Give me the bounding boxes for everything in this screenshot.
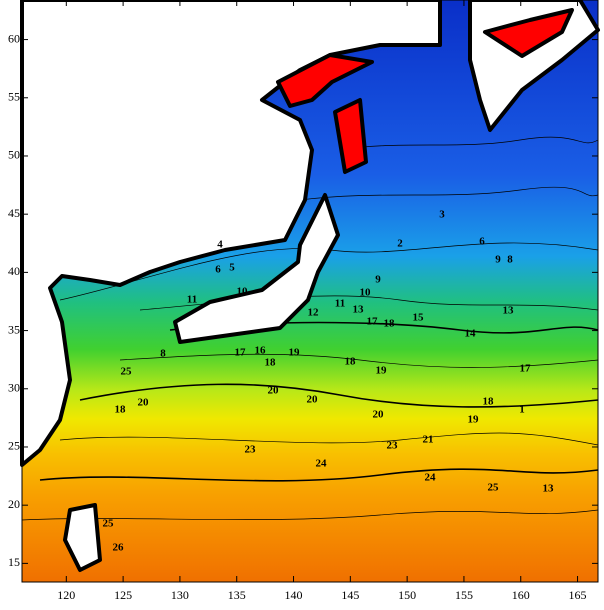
x-tick-label: 145 <box>341 588 359 602</box>
contour-label: 11 <box>187 294 197 306</box>
x-tick-label: 120 <box>57 588 75 602</box>
contour-label: 17 <box>367 316 379 328</box>
contour-label: 24 <box>425 472 437 484</box>
y-tick-label: 30 <box>8 381 20 395</box>
contour-label: 20 <box>307 394 319 406</box>
contour-label: 16 <box>255 345 267 357</box>
contour-label: 19 <box>376 365 388 377</box>
contour-label: 25 <box>103 518 115 530</box>
y-tick-label: 35 <box>8 322 20 336</box>
contour-label: 3 <box>439 209 445 221</box>
y-tick-label: 20 <box>8 497 20 511</box>
contour-label: 8 <box>507 254 513 266</box>
contour-label: 6 <box>479 236 485 248</box>
x-tick-label: 130 <box>171 588 189 602</box>
y-tick-label: 45 <box>8 206 20 220</box>
contour-label: 11 <box>335 298 345 310</box>
y-tick-label: 55 <box>8 90 20 104</box>
contour-label: 8 <box>160 348 166 360</box>
contour-label: 15 <box>413 312 425 324</box>
y-tick-label: 15 <box>8 555 20 569</box>
contour-label: 21 <box>423 434 434 446</box>
contour-label: 18 <box>384 318 396 330</box>
x-tick-label: 135 <box>228 588 246 602</box>
y-tick-label: 50 <box>8 148 20 162</box>
contour-label: 1 <box>519 404 525 416</box>
contour-label: 18 <box>115 404 127 416</box>
contour-label: 10 <box>237 286 249 298</box>
y-tick-label: 25 <box>8 439 20 453</box>
contour-label: 2 <box>397 238 403 250</box>
x-tick-label: 160 <box>512 588 530 602</box>
contour-label: 13 <box>543 483 555 495</box>
contour-label: 20 <box>373 409 385 421</box>
x-tick-label: 165 <box>569 588 587 602</box>
y-tick-label: 40 <box>8 264 20 278</box>
x-tick-label: 125 <box>114 588 132 602</box>
plot-frame <box>21 0 599 583</box>
x-tick-label: 140 <box>285 588 303 602</box>
land-red <box>276 8 574 174</box>
contour-label: 25 <box>488 482 500 494</box>
x-tick-label: 155 <box>455 588 473 602</box>
x-tick-label: 150 <box>398 588 416 602</box>
contour-label: 26 <box>113 542 125 554</box>
contour-label: 25 <box>121 366 133 378</box>
y-tick-label: 60 <box>8 31 20 45</box>
contour-label: 9 <box>375 274 381 286</box>
contour-label: 13 <box>353 304 365 316</box>
contour-label: 14 <box>465 328 477 340</box>
contour-label: 6 <box>215 264 221 276</box>
contour-label: 18 <box>265 357 277 369</box>
contour-label: 4 <box>217 239 223 251</box>
contour-label: 19 <box>289 347 301 359</box>
contour-label: 17 <box>520 363 532 375</box>
contour-label: 20 <box>138 397 150 409</box>
contour-label: 23 <box>245 444 257 456</box>
contour-label: 13 <box>503 305 515 317</box>
contour-label: 5 <box>229 262 235 274</box>
contour-label: 17 <box>235 347 247 359</box>
contour-label: 24 <box>316 458 328 470</box>
contour-label: 20 <box>268 385 280 397</box>
contour-label: 18 <box>345 356 357 368</box>
contour-label: 19 <box>468 414 480 426</box>
contour-label: 18 <box>483 396 495 408</box>
contour-label: 12 <box>308 307 320 319</box>
contour-label: 10 <box>360 287 372 299</box>
contour-label: 23 <box>387 440 399 452</box>
contour-label: 9 <box>495 254 501 266</box>
